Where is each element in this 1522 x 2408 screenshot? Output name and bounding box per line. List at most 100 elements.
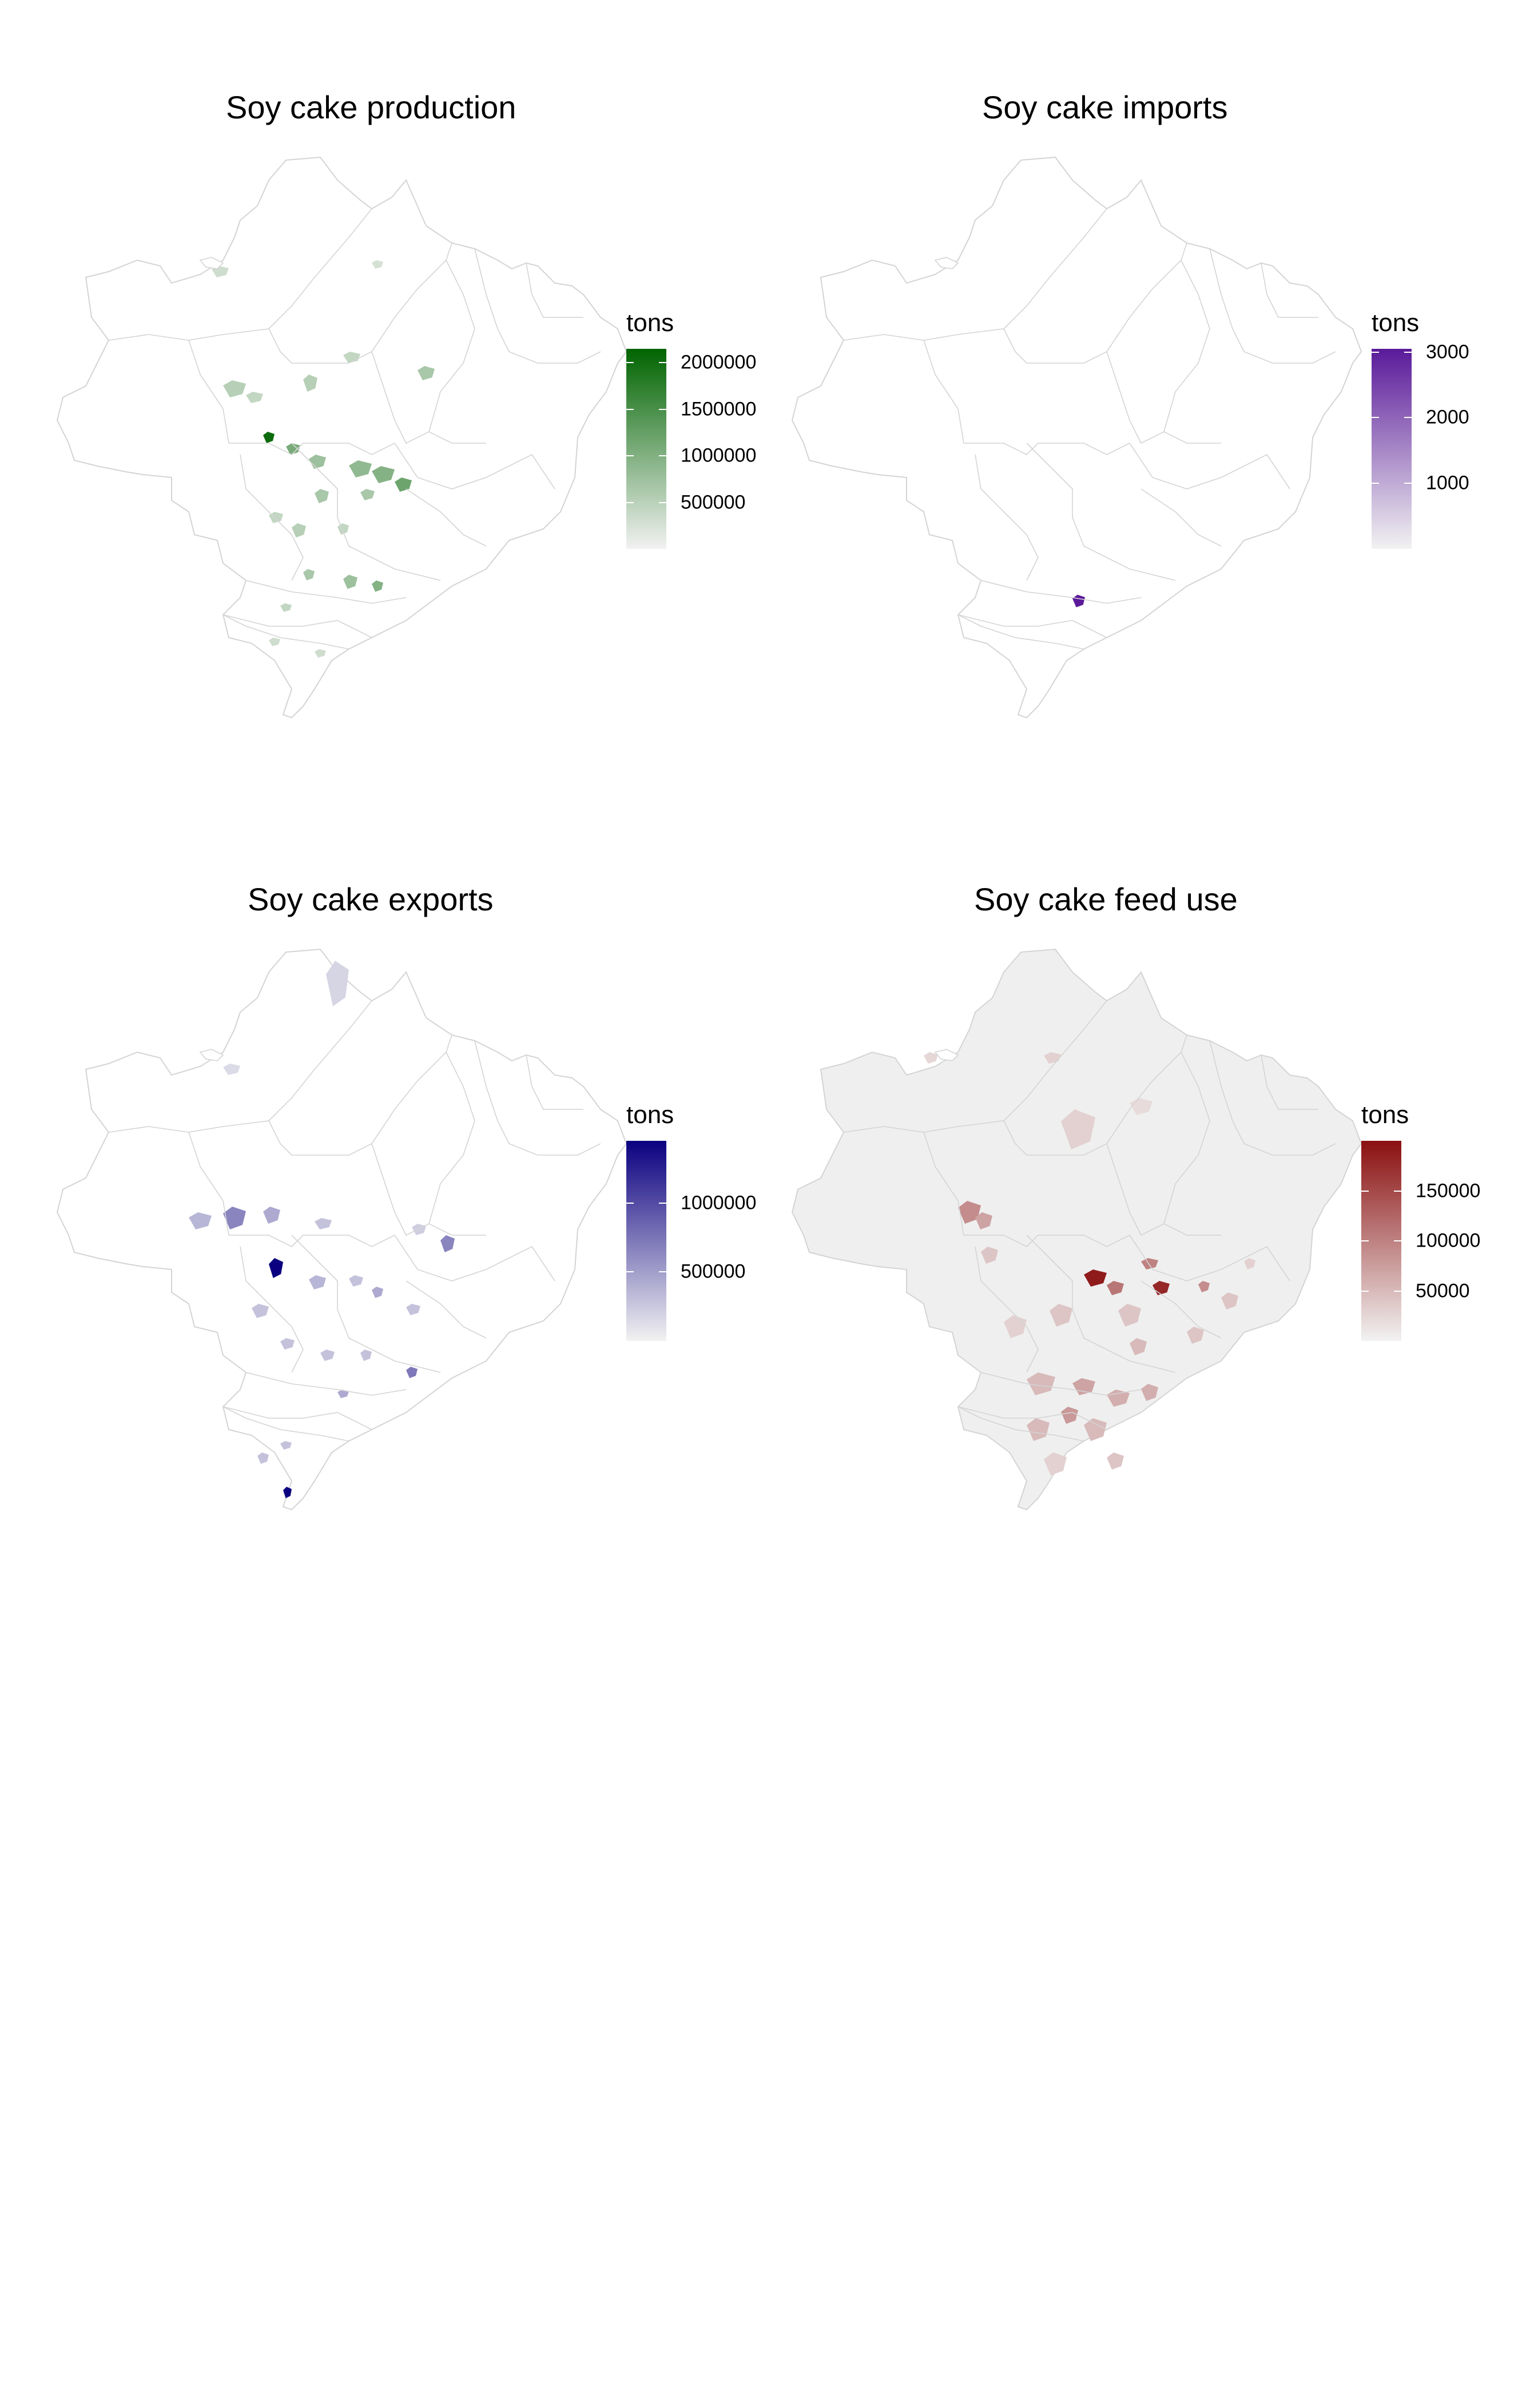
municipality-patch [1061,1109,1095,1149]
municipality-patch [406,1304,420,1315]
legend-colorbar [1372,349,1412,549]
panel-title: Soy cake feed use [974,881,1238,917]
panel-title: Soy cake exports [248,881,494,917]
state-border [1129,1235,1290,1281]
municipality-patch [326,961,349,1006]
state-border [188,1132,395,1247]
municipality-patch [263,1207,280,1224]
municipality-patch [1027,1418,1050,1441]
legend-tick-label: 2000 [1426,406,1469,428]
state-border [240,454,304,581]
municipality-patch [958,1201,981,1224]
municipality-patch [1107,1281,1124,1295]
state-border [222,614,349,650]
state-border [222,614,372,638]
legend-colorbar [626,349,666,549]
state-border [1106,351,1221,444]
legend-tick-label: 3000 [1426,341,1469,363]
state-border [1140,488,1222,547]
municipality-patch [303,569,315,580]
municipality-patch [337,523,349,535]
state-border [526,1054,583,1110]
state-border [1106,1143,1221,1236]
municipality-patch [1050,1304,1072,1327]
legend-tick-label: 1000 [1426,472,1469,494]
municipality-patch [292,523,306,538]
state-border [1026,443,1176,581]
municipality-patch [418,366,435,380]
municipality-patch [1107,1452,1124,1470]
municipality-patch [360,1350,372,1361]
municipality-patch [189,1212,212,1229]
state-border [957,614,1084,650]
state-border [1261,1054,1318,1110]
state-border [474,248,601,364]
state-border [1129,443,1290,489]
municipality-patch [269,638,280,646]
municipality-patch [1061,1407,1078,1424]
municipality-patch [283,1487,292,1498]
state-border [371,1143,486,1236]
legend-tick-label: 1000000 [681,444,757,467]
state-border [975,454,1039,581]
state-border [222,1406,372,1430]
municipality-patch [246,392,263,403]
legend-colorbar [626,1141,666,1341]
municipality-patch [320,1350,335,1361]
state-border [394,443,555,489]
municipality-patch [269,512,283,523]
legend-title: tons [1372,309,1420,337]
municipality-patch [1244,1258,1255,1269]
municipality-patch [223,1207,246,1229]
legend-tick-label: 1500000 [681,398,757,420]
legend-tick-label: 100000 [1416,1229,1481,1252]
municipality-patch [280,1441,292,1450]
municipality-patch [309,1275,326,1289]
municipality-patch [981,1247,998,1264]
panel-title: Soy cake production [226,89,516,125]
country-outline [56,156,627,719]
municipality-patch [372,580,383,592]
municipality-patch [1107,1390,1130,1407]
municipality-patch [252,1304,269,1318]
state-border [188,340,395,455]
state-border [245,580,407,604]
state-border [1163,260,1210,432]
municipality-patch [1084,1269,1107,1287]
municipality-patch [924,1052,938,1064]
state-border [268,1000,372,1121]
municipality-patch [337,1390,349,1398]
state-border [923,1132,1130,1247]
municipality-patch [1044,1452,1067,1475]
lake-outline [199,257,224,269]
municipality-patch [263,432,275,443]
municipality-patch [440,1235,455,1252]
state-border [957,614,1107,638]
state-border [371,242,452,352]
municipality-patch [406,1367,418,1378]
legend-tick-label: 1000000 [681,1192,757,1214]
municipality-patch [372,466,395,483]
municipality-patch [395,477,412,492]
municipality-patch [1221,1292,1238,1310]
legend-title: tons [1361,1101,1409,1129]
legend-title: tons [626,1101,674,1129]
municipality-patch [223,1064,240,1075]
brazil-map [791,948,1362,1511]
state-border [980,1372,1142,1396]
brazil-map [791,156,1362,719]
municipality-patch [1084,1418,1107,1441]
municipality-patch [343,575,357,589]
state-border [1026,1235,1176,1373]
municipality-patch [315,489,329,503]
state-border [957,1406,1084,1442]
state-border [406,1280,487,1339]
state-border [428,260,475,432]
municipality-patch [1141,1384,1158,1401]
state-border [371,1034,452,1144]
municipality-patch [1072,1378,1095,1395]
legend-tick-label: 2000000 [681,351,757,373]
municipality-patch [303,375,317,392]
state-border [291,443,441,581]
state-border [1106,1034,1187,1144]
